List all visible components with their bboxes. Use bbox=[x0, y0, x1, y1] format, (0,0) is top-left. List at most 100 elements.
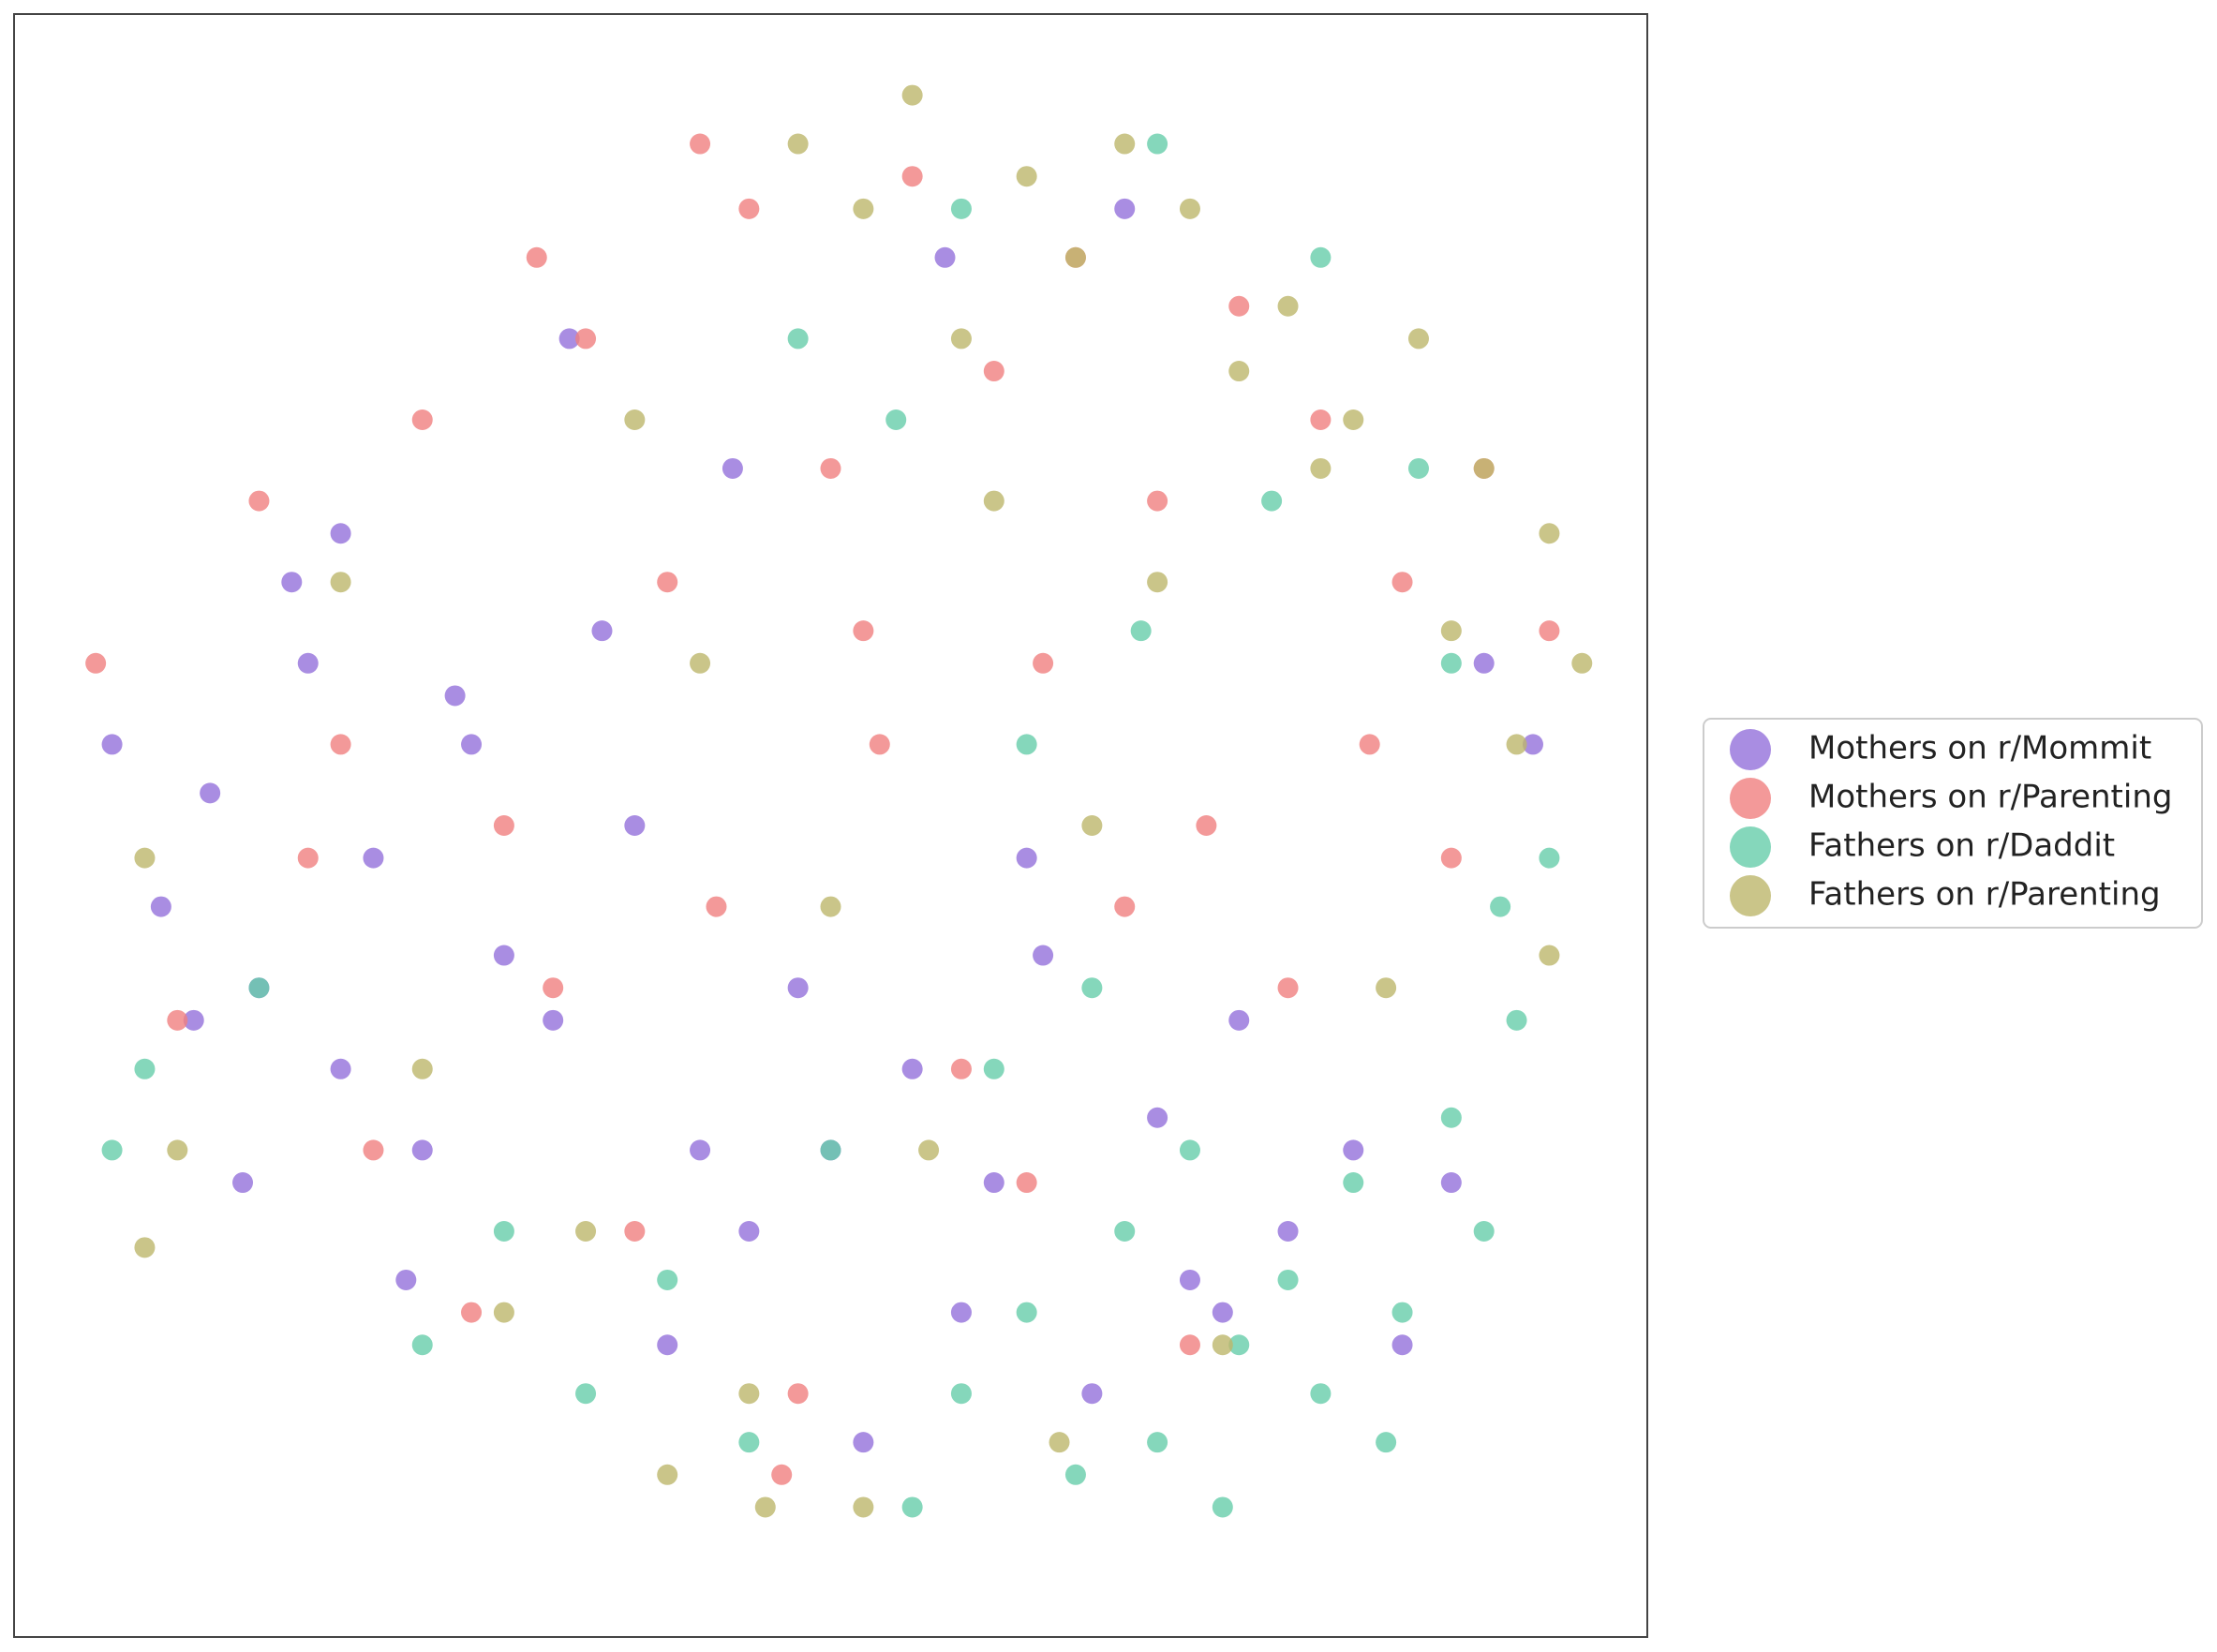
point bbox=[1228, 295, 1250, 317]
point bbox=[1343, 1139, 1364, 1161]
point bbox=[200, 782, 221, 804]
point bbox=[706, 896, 727, 917]
point bbox=[575, 328, 597, 350]
point bbox=[330, 1058, 351, 1079]
point bbox=[1016, 1302, 1037, 1323]
point bbox=[134, 1237, 156, 1258]
point bbox=[1016, 166, 1037, 187]
point bbox=[1277, 1269, 1299, 1290]
point bbox=[134, 1058, 156, 1079]
point bbox=[363, 847, 384, 869]
point bbox=[101, 1139, 123, 1161]
point bbox=[411, 1334, 433, 1356]
point bbox=[1391, 1334, 1413, 1356]
point bbox=[1130, 620, 1152, 642]
point bbox=[901, 84, 923, 106]
point bbox=[950, 198, 972, 219]
point bbox=[330, 734, 351, 755]
point bbox=[167, 1139, 188, 1161]
point bbox=[1196, 815, 1217, 836]
point bbox=[248, 977, 270, 999]
point bbox=[1179, 1334, 1200, 1356]
point bbox=[983, 361, 1004, 382]
point bbox=[950, 1058, 972, 1079]
point bbox=[1539, 523, 1560, 544]
point bbox=[853, 620, 874, 642]
point bbox=[1310, 1383, 1332, 1405]
point bbox=[738, 1432, 760, 1453]
point bbox=[363, 1139, 384, 1161]
point bbox=[1064, 246, 1086, 268]
point bbox=[754, 1496, 776, 1518]
point bbox=[1440, 1172, 1462, 1194]
point bbox=[1440, 652, 1462, 674]
point bbox=[1114, 133, 1136, 155]
point bbox=[1212, 1496, 1233, 1518]
point bbox=[690, 1139, 711, 1161]
point bbox=[526, 246, 547, 268]
point bbox=[1391, 1302, 1413, 1323]
point bbox=[1473, 457, 1495, 479]
point bbox=[493, 1302, 514, 1323]
point bbox=[167, 1009, 188, 1031]
point bbox=[1147, 1107, 1168, 1128]
legend-marker bbox=[1730, 826, 1771, 868]
point bbox=[493, 945, 514, 966]
point bbox=[1081, 1383, 1103, 1405]
point bbox=[983, 1172, 1004, 1194]
point bbox=[1033, 652, 1054, 674]
point bbox=[1522, 734, 1543, 755]
point bbox=[330, 572, 351, 593]
point bbox=[1343, 409, 1364, 430]
point bbox=[1277, 977, 1299, 999]
point bbox=[1147, 133, 1168, 155]
point bbox=[543, 977, 564, 999]
point bbox=[950, 1302, 972, 1323]
point bbox=[1277, 295, 1299, 317]
point bbox=[150, 896, 171, 917]
point bbox=[330, 523, 351, 544]
point bbox=[820, 457, 841, 479]
point bbox=[232, 1172, 254, 1194]
point bbox=[411, 1139, 433, 1161]
point bbox=[1310, 457, 1332, 479]
point bbox=[690, 133, 711, 155]
legend-marker bbox=[1730, 729, 1771, 770]
point bbox=[853, 198, 874, 219]
point bbox=[183, 1009, 204, 1031]
point bbox=[411, 409, 433, 430]
point bbox=[738, 1383, 760, 1405]
legend-box bbox=[1703, 718, 2203, 929]
point bbox=[1539, 945, 1560, 966]
point bbox=[1440, 1107, 1462, 1128]
point bbox=[787, 1383, 809, 1405]
point bbox=[787, 133, 809, 155]
legend-label: Mothers on r/Parenting bbox=[1808, 779, 2172, 816]
point bbox=[395, 1269, 417, 1290]
point bbox=[901, 1058, 923, 1079]
point bbox=[1343, 1172, 1364, 1194]
point bbox=[1049, 1432, 1070, 1453]
point bbox=[738, 1221, 760, 1242]
point bbox=[1376, 1432, 1397, 1453]
point bbox=[853, 1496, 874, 1518]
legend-marker bbox=[1730, 875, 1771, 916]
legend-label: Fathers on r/Daddit bbox=[1808, 827, 2115, 865]
point bbox=[1064, 1464, 1086, 1485]
point bbox=[558, 328, 580, 350]
point bbox=[461, 1302, 483, 1323]
point bbox=[771, 1464, 793, 1485]
point bbox=[1228, 361, 1250, 382]
point bbox=[1081, 815, 1103, 836]
point bbox=[624, 1221, 646, 1242]
point bbox=[1033, 945, 1054, 966]
point bbox=[1571, 652, 1593, 674]
point bbox=[1016, 847, 1037, 869]
point bbox=[820, 896, 841, 917]
point bbox=[1506, 1009, 1527, 1031]
point bbox=[1228, 1334, 1250, 1356]
point bbox=[787, 977, 809, 999]
point bbox=[738, 198, 760, 219]
point bbox=[1407, 457, 1429, 479]
point bbox=[411, 1058, 433, 1079]
